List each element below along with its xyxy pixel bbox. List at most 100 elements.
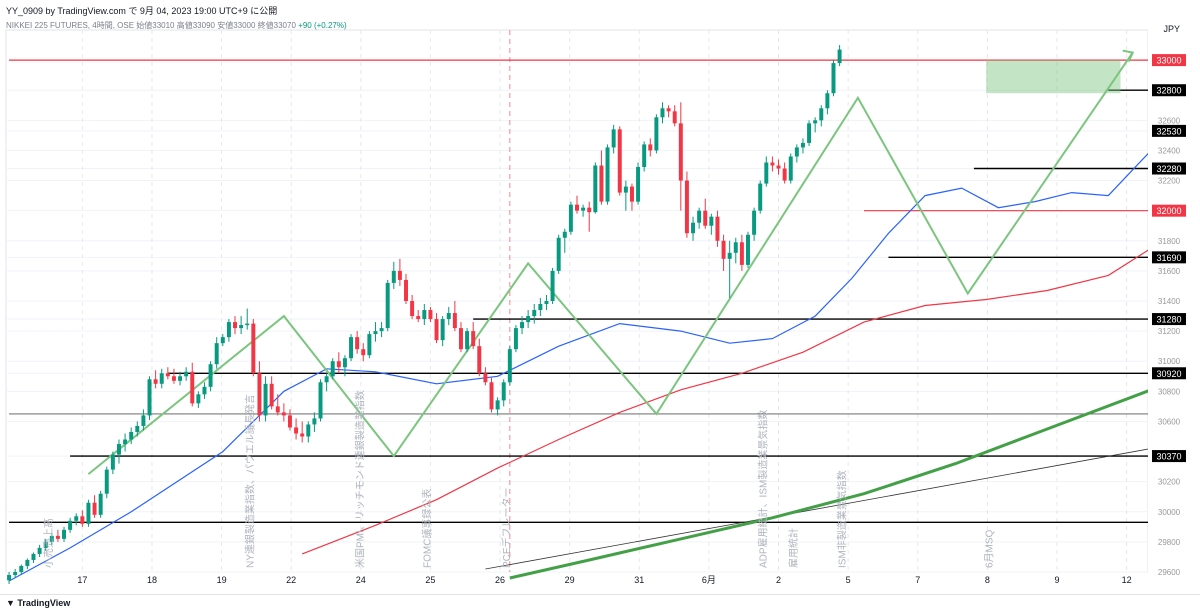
candle-body bbox=[520, 322, 525, 329]
candle-body bbox=[361, 349, 366, 356]
candle-body bbox=[825, 93, 830, 109]
candle-body bbox=[196, 394, 201, 404]
currency-label: JPY bbox=[1163, 24, 1180, 34]
candle-body bbox=[49, 535, 54, 542]
candle-body bbox=[404, 279, 408, 301]
long-moving-average bbox=[301, 247, 1152, 555]
symbol-line: NIKKEI 225 FUTURES, 4時間, OSE 始値33010 高値3… bbox=[6, 21, 296, 30]
candle-body bbox=[532, 310, 537, 317]
candle-body bbox=[410, 301, 415, 317]
candle-body bbox=[306, 424, 311, 437]
price-level-tag-text: 32800 bbox=[1156, 86, 1181, 96]
candle-body bbox=[709, 216, 714, 226]
time-axis[interactable]: 17 18 19 22 24 25 26 29 31 6月 2 5 7 8 9 12 bbox=[77, 575, 1131, 585]
x-tick-label: 2 bbox=[776, 575, 781, 585]
candle-body bbox=[697, 210, 702, 223]
candle-body bbox=[226, 322, 231, 338]
candle-body bbox=[68, 520, 73, 530]
candle-body bbox=[715, 216, 720, 241]
candle-body bbox=[43, 541, 48, 548]
candle-body bbox=[74, 516, 79, 521]
candle-body bbox=[819, 108, 824, 121]
candle-body bbox=[428, 310, 433, 320]
price-level-tag bbox=[1152, 124, 1186, 137]
x-tick-label: 12 bbox=[1122, 575, 1132, 585]
tradingview-logo-icon: ▼ bbox=[6, 598, 18, 608]
y-tick-label: 32600 bbox=[1158, 116, 1181, 125]
candle-body bbox=[336, 361, 341, 368]
candle-body bbox=[788, 156, 793, 181]
y-tick-label: 31000 bbox=[1158, 357, 1181, 366]
candle-body bbox=[770, 162, 775, 166]
candle-body bbox=[55, 535, 60, 539]
candle-body bbox=[733, 242, 738, 253]
candle-body bbox=[776, 165, 781, 169]
candle-body bbox=[501, 382, 506, 401]
candle-body bbox=[190, 371, 195, 404]
candle-body bbox=[568, 204, 573, 232]
candle-body bbox=[434, 319, 439, 341]
candle-body bbox=[153, 379, 158, 384]
candle-body bbox=[587, 207, 592, 213]
candle-body bbox=[275, 406, 280, 413]
target-zone bbox=[986, 60, 1121, 94]
candle-body bbox=[794, 147, 799, 157]
candle-body bbox=[782, 168, 787, 181]
candle-body bbox=[220, 337, 225, 344]
candle-body bbox=[318, 382, 323, 419]
candle-body bbox=[104, 469, 109, 494]
candle-body bbox=[636, 167, 641, 202]
footer-bar: ▼ TradingView bbox=[0, 594, 1200, 612]
candle-body bbox=[703, 210, 708, 226]
x-tick-label: 22 bbox=[286, 575, 296, 585]
candle-body bbox=[269, 383, 274, 407]
candle-body bbox=[562, 231, 567, 238]
candle-body bbox=[19, 565, 24, 572]
candle-body bbox=[684, 180, 689, 234]
y-tick-label: 32400 bbox=[1158, 146, 1181, 155]
price-level-tag-text: 30370 bbox=[1156, 452, 1181, 462]
price-level-tag-text: 30920 bbox=[1156, 369, 1181, 379]
candle-body bbox=[752, 210, 757, 235]
event-label: NY連銀製造業指数、パウエル議長発言 bbox=[243, 394, 256, 568]
candle-body bbox=[7, 575, 12, 581]
candle-body bbox=[617, 129, 622, 193]
candle-body bbox=[660, 108, 665, 118]
candle-body bbox=[807, 123, 812, 143]
candle-body bbox=[544, 301, 549, 305]
footer-brand: TradingView bbox=[17, 598, 71, 608]
x-tick-label: 29 bbox=[565, 575, 575, 585]
candle-body bbox=[581, 207, 586, 211]
event-labels: 小売売上高 NY連銀製造業指数、パウエル議長発言 米国PMI、リッチモンド連銀製造業… bbox=[42, 390, 995, 568]
event-label: 小売売上高 bbox=[42, 518, 55, 568]
x-tick-label: 9 bbox=[1054, 575, 1059, 585]
candle-body bbox=[422, 310, 427, 320]
long-trend-line bbox=[509, 388, 1152, 580]
candle-body bbox=[831, 63, 836, 94]
candle-body bbox=[538, 304, 543, 311]
candle-body bbox=[446, 313, 451, 320]
candle-body bbox=[691, 222, 696, 234]
candle-body bbox=[257, 373, 262, 416]
x-tick-label: 24 bbox=[356, 575, 366, 585]
candle-body bbox=[666, 108, 671, 112]
candle-body bbox=[263, 383, 268, 416]
thin-trend-line bbox=[485, 448, 1152, 570]
candle-body bbox=[116, 444, 121, 455]
candle-body bbox=[440, 319, 445, 341]
y-tick-label: 31200 bbox=[1158, 327, 1181, 336]
x-tick-label: 31 bbox=[634, 575, 644, 585]
candle-body bbox=[165, 373, 170, 377]
candle-body bbox=[483, 373, 488, 383]
candle-body bbox=[727, 252, 732, 259]
candle-body bbox=[575, 204, 579, 211]
candle-body bbox=[92, 502, 97, 515]
y-tick-label: 30600 bbox=[1158, 417, 1181, 426]
y-tick-label: 30000 bbox=[1158, 508, 1181, 517]
candle-body bbox=[471, 331, 476, 347]
candle-body bbox=[758, 183, 763, 211]
candle-body bbox=[62, 529, 67, 539]
candle-body bbox=[513, 328, 518, 350]
